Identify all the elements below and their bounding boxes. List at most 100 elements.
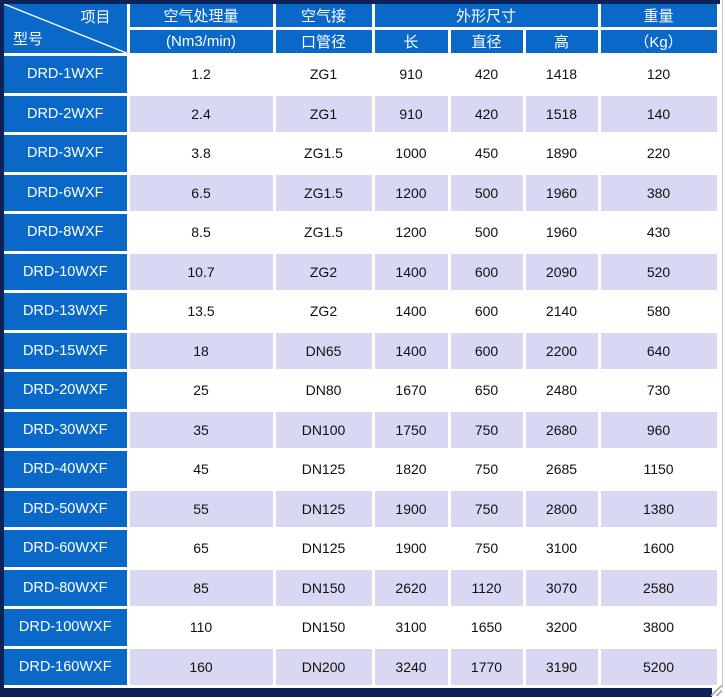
table-row: DRD-1WXF 1.2 ZG1 910 420 1418 120 (0, 53, 720, 96)
model-cell: DRD-60WXF (0, 527, 130, 570)
length-cell: 3100 (371, 606, 451, 649)
port-cell: ZG1.5 (272, 132, 375, 175)
length-cell: 1200 (371, 211, 451, 254)
weight-cell: 1600 (597, 527, 720, 570)
length-cell: 1200 (371, 171, 451, 214)
weight-cell: 5200 (597, 645, 720, 688)
diameter-cell: 650 (447, 369, 526, 412)
height-cell: 1890 (522, 132, 601, 175)
length-cell: 910 (371, 92, 451, 135)
header-air-capacity: 空气处理量 (126, 0, 276, 30)
model-cell: DRD-160WXF (0, 645, 130, 688)
capacity-cell: 25 (126, 369, 276, 412)
diameter-cell: 600 (447, 329, 526, 372)
height-cell: 3070 (522, 566, 601, 609)
diameter-cell: 450 (447, 132, 526, 175)
header-row-1: 项目 型号 空气处理量 空气接 外形尺寸 重量 (0, 0, 720, 56)
table-row: DRD-2WXF 2.4 ZG1 910 420 1518 140 (0, 92, 720, 135)
port-cell: ZG1 (272, 92, 375, 135)
length-cell: 910 (371, 53, 451, 96)
model-cell: DRD-8WXF (0, 211, 130, 254)
table-row: DRD-8WXF 8.5 ZG1.5 1200 500 1960 430 (0, 211, 720, 254)
corner-label-model: 型号 (13, 31, 44, 48)
model-cell: DRD-13WXF (0, 290, 130, 333)
weight-cell: 380 (597, 171, 720, 214)
port-cell: DN80 (272, 369, 375, 412)
port-cell: DN125 (272, 448, 375, 491)
spec-table: 项目 型号 空气处理量 空气接 外形尺寸 重量 (Nm3/min) 口管径 长 … (0, 0, 720, 688)
model-cell: DRD-100WXF (0, 606, 130, 649)
diameter-cell: 600 (447, 290, 526, 333)
table-row: DRD-80WXF 85 DN150 2620 1120 3070 2580 (0, 566, 720, 609)
port-cell: DN125 (272, 487, 375, 530)
length-cell: 1750 (371, 408, 451, 451)
model-cell: DRD-80WXF (0, 566, 130, 609)
diameter-cell: 1120 (447, 566, 526, 609)
capacity-cell: 2.4 (126, 92, 276, 135)
header-air-port-line2: 口管径 (272, 27, 375, 56)
length-cell: 1670 (371, 369, 451, 412)
port-cell: ZG2 (272, 290, 375, 333)
weight-cell: 3800 (597, 606, 720, 649)
length-cell: 1820 (371, 448, 451, 491)
port-cell: ZG1.5 (272, 171, 375, 214)
corner-label-item: 项目 (80, 9, 111, 26)
height-cell: 1960 (522, 211, 601, 254)
length-cell: 3240 (371, 645, 451, 688)
header-weight-unit: （Kg） (597, 27, 720, 56)
table-row: DRD-6WXF 6.5 ZG1.5 1200 500 1960 380 (0, 171, 720, 214)
weight-cell: 220 (597, 132, 720, 175)
capacity-cell: 18 (126, 329, 276, 372)
window-edge-line (722, 0, 723, 688)
length-cell: 1900 (371, 527, 451, 570)
port-cell: ZG1.5 (272, 211, 375, 254)
height-cell: 2200 (522, 329, 601, 372)
weight-cell: 960 (597, 408, 720, 451)
capacity-cell: 6.5 (126, 171, 276, 214)
table-header: 项目 型号 空气处理量 空气接 外形尺寸 重量 (Nm3/min) 口管径 长 … (0, 0, 720, 56)
length-cell: 2620 (371, 566, 451, 609)
height-cell: 2480 (522, 369, 601, 412)
model-cell: DRD-6WXF (0, 171, 130, 214)
weight-cell: 1380 (597, 487, 720, 530)
model-cell: DRD-20WXF (0, 369, 130, 412)
port-cell: ZG1 (272, 53, 375, 96)
length-cell: 1400 (371, 250, 451, 293)
weight-cell: 640 (597, 329, 720, 372)
diameter-cell: 1770 (447, 645, 526, 688)
header-row-2: (Nm3/min) 口管径 长 直径 高 （Kg） (2, 27, 720, 56)
model-cell: DRD-40WXF (0, 448, 130, 491)
diameter-cell: 750 (447, 448, 526, 491)
capacity-cell: 13.5 (126, 290, 276, 333)
height-cell: 3200 (522, 606, 601, 649)
corner-header-cell: 项目 型号 (0, 0, 130, 56)
model-cell: DRD-1WXF (0, 53, 130, 96)
diameter-cell: 500 (447, 211, 526, 254)
weight-cell: 580 (597, 290, 720, 333)
table-row: DRD-50WXF 55 DN125 1900 750 2800 1380 (0, 487, 720, 530)
capacity-cell: 10.7 (126, 250, 276, 293)
diagonal-divider (5, 4, 125, 52)
capacity-cell: 45 (126, 448, 276, 491)
port-cell: DN65 (272, 329, 375, 372)
weight-cell: 520 (597, 250, 720, 293)
height-cell: 2140 (522, 290, 601, 333)
diameter-cell: 600 (447, 250, 526, 293)
length-cell: 1000 (371, 132, 451, 175)
diameter-cell: 420 (447, 53, 526, 96)
resize-grip-icon[interactable] (711, 685, 722, 696)
capacity-cell: 160 (126, 645, 276, 688)
model-cell: DRD-3WXF (0, 132, 130, 175)
capacity-cell: 85 (126, 566, 276, 609)
table-row: DRD-40WXF 45 DN125 1820 750 2685 1150 (0, 448, 720, 491)
capacity-cell: 3.8 (126, 132, 276, 175)
port-cell: DN150 (272, 606, 375, 649)
port-cell: DN100 (272, 408, 375, 451)
height-cell: 1518 (522, 92, 601, 135)
weight-cell: 120 (597, 53, 720, 96)
port-cell: DN200 (272, 645, 375, 688)
capacity-cell: 1.2 (126, 53, 276, 96)
model-cell: DRD-50WXF (0, 487, 130, 530)
table-row: DRD-160WXF 160 DN200 3240 1770 3190 5200 (0, 645, 720, 688)
